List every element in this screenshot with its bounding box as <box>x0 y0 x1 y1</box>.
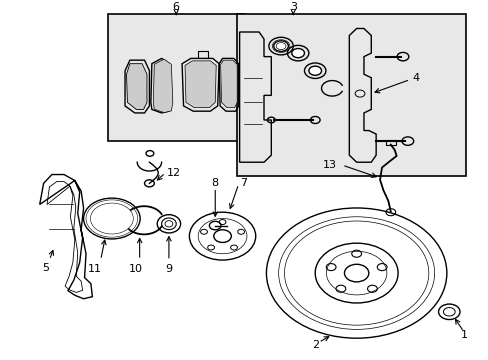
Bar <box>237 14 466 176</box>
Text: 6: 6 <box>172 1 180 12</box>
Text: 12: 12 <box>166 168 180 178</box>
Circle shape <box>308 66 321 75</box>
Text: 4: 4 <box>412 73 419 83</box>
Text: 8: 8 <box>211 178 218 188</box>
Polygon shape <box>184 61 216 108</box>
Circle shape <box>291 49 304 58</box>
Circle shape <box>273 41 288 51</box>
Text: 13: 13 <box>323 160 336 170</box>
Bar <box>385 140 395 145</box>
Text: 11: 11 <box>88 264 102 274</box>
Text: 5: 5 <box>42 262 49 273</box>
Bar <box>108 14 244 141</box>
Text: 7: 7 <box>239 178 246 188</box>
Circle shape <box>92 204 131 233</box>
Circle shape <box>276 42 285 50</box>
Text: 10: 10 <box>129 264 143 274</box>
Text: 9: 9 <box>165 264 172 274</box>
Text: 2: 2 <box>311 340 318 350</box>
Polygon shape <box>126 64 147 109</box>
Polygon shape <box>153 59 172 113</box>
Polygon shape <box>220 60 237 108</box>
Circle shape <box>90 203 133 234</box>
Text: 3: 3 <box>289 1 296 12</box>
Text: 1: 1 <box>460 330 467 340</box>
